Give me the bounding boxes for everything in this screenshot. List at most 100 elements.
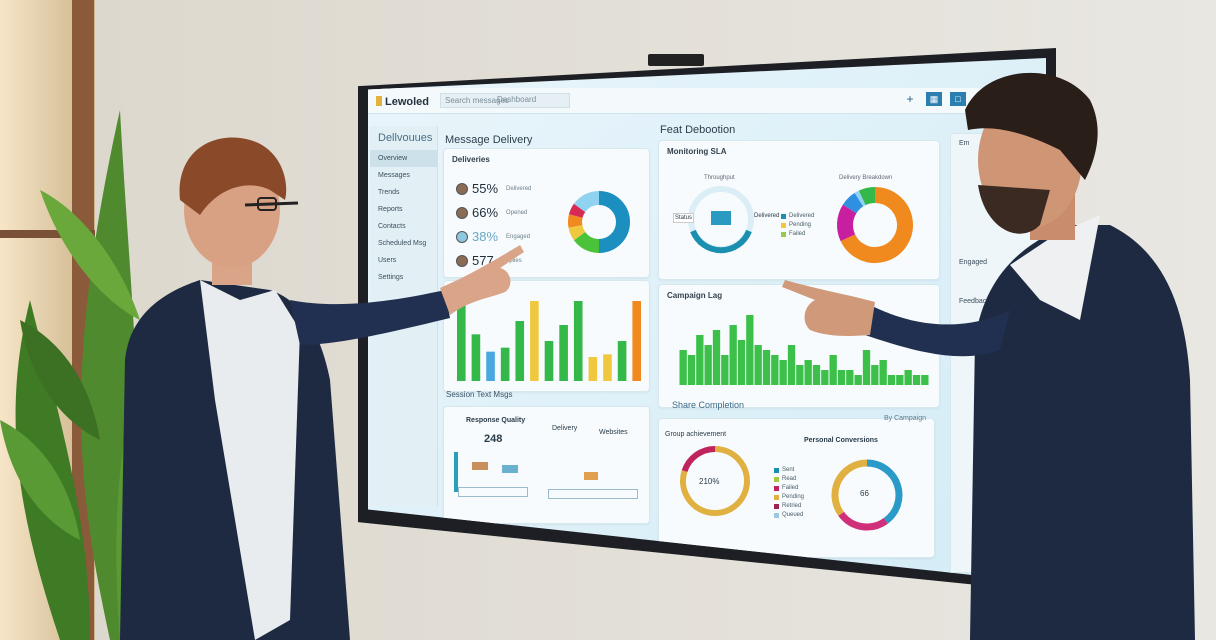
gauge-title: Personal Conversions [804,437,878,444]
donut-segment [858,187,876,206]
campaign-card: Campaign Lag [658,284,940,408]
sla-card: Monitoring SLA Throughput Status Deliver… [658,140,940,280]
donut-segment [568,224,586,241]
sidebar-item[interactable]: Contacts [378,223,406,230]
panel-item[interactable]: Feedback [959,298,990,305]
bar [471,334,481,381]
bar [771,355,779,385]
gauge-label: Delivered [754,213,780,219]
tag[interactable] [472,462,488,470]
donut-segment [568,214,583,228]
bar [603,354,612,381]
stat-label: Delivered [506,185,532,192]
stat-value: 55% [472,181,499,196]
legend-item: Failed [781,231,814,237]
sidebar-item[interactable]: Messages [378,172,410,179]
bar [871,365,879,385]
stat-value: 38% [472,229,499,244]
bar [762,350,771,385]
avatar [456,182,468,195]
achievement-gauge [680,446,750,516]
section-title: Feat Debootion [660,124,736,136]
bar [887,375,896,385]
donut-segment [681,446,716,473]
plus-icon[interactable]: + [906,92,914,106]
window-icon[interactable]: □ [950,92,966,106]
conversion-gauge [831,459,903,531]
search-input[interactable]: Search messages [440,93,570,108]
bar [500,347,510,381]
sidebar-item[interactable]: Settings [378,274,404,281]
bar [712,330,721,385]
legend-item: Failed [774,485,804,491]
input-field[interactable] [548,489,638,499]
camera [648,54,704,66]
panel-item[interactable]: Engaged [959,259,988,266]
avatar [456,206,468,219]
card-label: Websites [599,429,628,436]
bar [821,370,829,385]
campaign-bar-chart [679,315,929,385]
bar [904,370,912,385]
top-bar: Lewoled Search messages Dashboard + ▦ □ [368,88,1046,114]
right-panel: Em Engaged Feedback [950,133,1040,573]
bar [787,345,796,385]
avatar [456,230,468,243]
section-title: Message Delivery [445,134,533,146]
legend-item: Pending [781,222,814,228]
panel-item[interactable]: Em [959,140,970,147]
bar [921,375,929,385]
legend-item: Delivered [781,213,814,219]
legend-item: Read [774,476,804,482]
bar [812,365,821,385]
bar-chart-card [443,280,650,392]
chart-icon[interactable]: ▦ [926,92,942,106]
bar-chart [457,301,641,381]
stat-label: Engaged [506,233,531,240]
metric-value: 248 [484,433,503,445]
stat-value: 577 [472,253,494,268]
donut-segment [568,203,586,219]
donut-segment [838,511,888,531]
breakdown-donut [837,187,913,263]
bar [632,301,641,381]
bar [862,350,871,385]
card-label: Response Quality [466,417,526,424]
input-field[interactable] [458,487,528,497]
legend-item: Sent [774,467,804,473]
bar [746,315,754,385]
sidebar-item[interactable]: Overview [370,150,437,167]
bar [879,360,887,385]
sidebar-item[interactable]: Users [378,257,397,264]
app-logo: Lewoled [376,96,429,108]
sidebar-item[interactable]: Reports [378,206,403,213]
donut-title: Delivery Breakdown [839,175,893,181]
bar [559,325,568,381]
response-card: Response Quality 248 Delivery Websites [443,406,650,524]
donut-segment [573,231,600,253]
bar [530,301,539,381]
breadcrumb: Dashboard [497,95,537,104]
donut-segment [573,191,600,213]
sidebar: Dellvouues Overview Messages Trends Repo… [370,126,438,506]
card-title: Campaign Lag [667,291,723,300]
sidebar-item[interactable]: Trends [378,189,400,196]
donut-segment [854,190,866,207]
bar [779,360,787,385]
bar [837,370,846,385]
bar [796,365,804,385]
sla-gauge [688,186,754,254]
gauge-label: Status [673,213,695,223]
deliveries-card: Deliveries 55% Delivered 66% Opened 38% Eng… [443,148,650,278]
bar [696,335,704,385]
tag[interactable] [502,465,518,473]
sidebar-item[interactable]: Scheduled Msg [378,240,427,247]
filter-dropdown[interactable]: By Campaign [883,415,926,422]
bar [854,375,862,385]
donut-segment [842,192,864,214]
bar [679,350,687,385]
tag[interactable] [584,472,598,480]
bar [912,375,921,385]
legend-item: Pending [774,494,804,500]
legend-item: Queued [774,512,804,518]
